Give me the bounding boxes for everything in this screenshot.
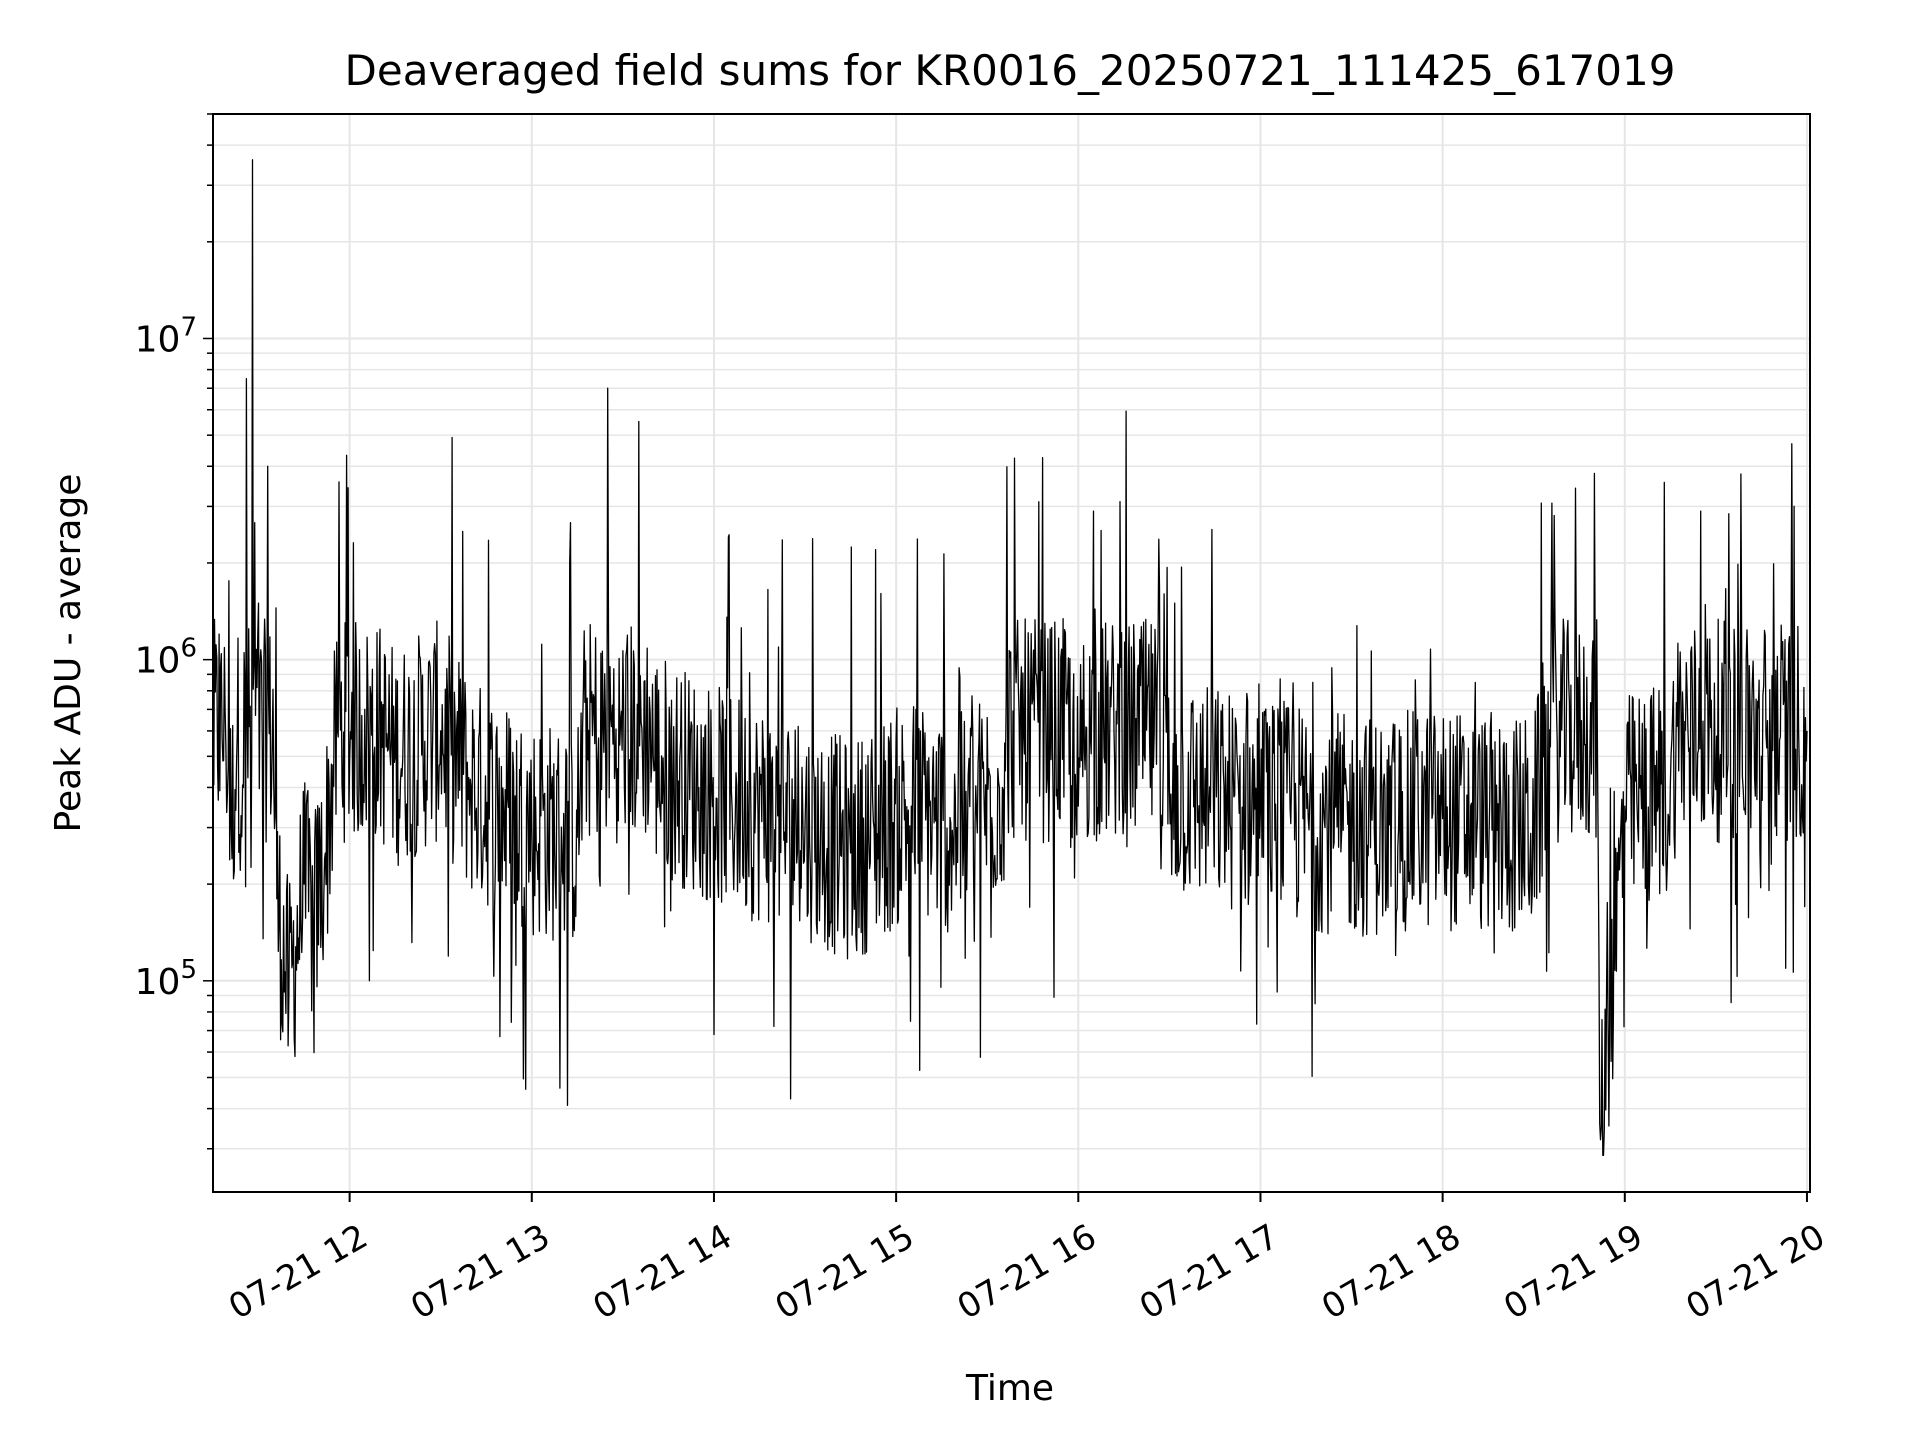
plot-area (212, 159, 1808, 1157)
y-axis-label: Peak ADU - average (48, 474, 89, 833)
y-tick-label: 107 (135, 312, 197, 360)
y-tick-label: 106 (135, 634, 197, 682)
x-axis-label: Time (965, 1368, 1054, 1409)
series-line (212, 159, 1808, 1157)
x-tick-label: 07-21 16 (951, 1217, 1103, 1328)
x-tick-label: 07-21 15 (769, 1217, 921, 1328)
x-tick-label: 07-21 19 (1497, 1217, 1649, 1328)
x-tick-label: 07-21 20 (1679, 1217, 1831, 1328)
axes-frame (212, 113, 1811, 1193)
x-tick-label: 07-21 12 (222, 1217, 374, 1328)
chart-title: Deaveraged field sums for KR0016_2025072… (345, 46, 1676, 95)
x-tick-label: 07-21 13 (404, 1217, 556, 1328)
y-tick-label: 105 (135, 955, 197, 1003)
x-tick-label: 07-21 14 (586, 1217, 738, 1328)
x-tick-label: 07-21 17 (1133, 1217, 1285, 1328)
x-tick-label: 07-21 18 (1315, 1217, 1467, 1328)
